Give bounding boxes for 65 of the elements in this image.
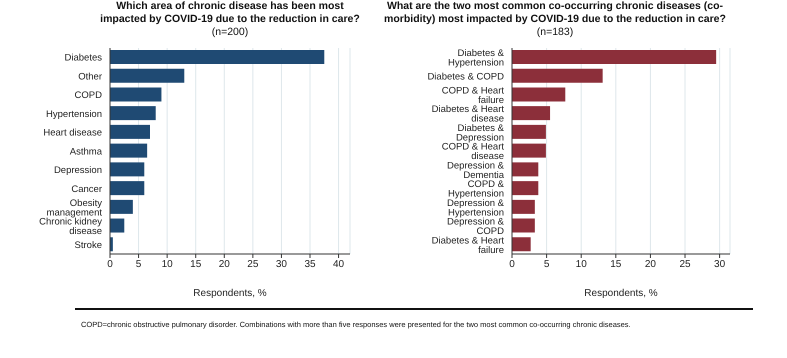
x-tick-label: 25 [679, 259, 692, 270]
y-tick-label: Hypertension [46, 108, 102, 120]
x-tick-label: 5 [544, 259, 550, 270]
y-tick-label: Cancer [71, 184, 102, 195]
y-tick-label: Depression & Dementia [446, 160, 505, 181]
bar [512, 87, 566, 102]
x-tick-label: 10 [162, 259, 174, 270]
chart-title: Which area of chronic disease has been most impacted by COVID-19 due to the reduction in care? [100, 0, 360, 25]
x-tick-label: 25 [247, 259, 259, 270]
bar [512, 106, 550, 120]
bar [512, 68, 603, 83]
bar [512, 181, 538, 196]
chart-subtitle: (n=183) [536, 26, 574, 38]
x-axis-title: Respondents, % [584, 288, 658, 299]
x-tick-label: 10 [576, 259, 588, 270]
x-tick-label: 20 [644, 259, 656, 270]
bar [512, 144, 546, 158]
y-tick-label: Stroke [74, 240, 102, 252]
y-tick-label: Diabetes & Heart disease [432, 104, 504, 125]
bar [512, 124, 546, 139]
bar [110, 68, 184, 83]
y-tick-label: COPD & Hypertension [448, 179, 505, 200]
bar [110, 200, 133, 214]
x-tick-label: 15 [190, 259, 202, 270]
x-axis-title: Respondents, % [193, 288, 267, 299]
y-tick-label: Heart disease [43, 128, 102, 139]
y-tick-label: COPD [74, 90, 102, 102]
bar [110, 87, 162, 102]
bar [512, 200, 535, 214]
y-tick-label: Diabetes & Hypertension [448, 48, 505, 68]
x-tick-label: 5 [136, 259, 142, 270]
x-tick-label: 0 [107, 259, 114, 270]
y-tick-label: Diabetes & COPD [427, 71, 504, 82]
bar [512, 237, 531, 252]
bar [110, 106, 156, 120]
x-tick-label: 35 [304, 259, 316, 270]
bar [110, 218, 124, 233]
y-tick-label: Depression & Hypertension [446, 198, 505, 218]
y-tick-label: COPD & Heart failure [442, 85, 504, 106]
bar [110, 162, 144, 176]
y-tick-label: Depression & COPD [446, 216, 505, 238]
y-tick-label: Asthma [70, 146, 103, 158]
y-tick-label: Diabetes & Depression [456, 122, 505, 144]
y-tick-label: Other [78, 71, 102, 82]
bar [110, 124, 150, 139]
bar [512, 50, 716, 64]
x-tick-label: 30 [714, 259, 726, 270]
x-tick-label: 40 [333, 259, 345, 270]
chart-subtitle: (n=200) [212, 26, 248, 38]
y-tick-label: Obesity management [46, 198, 102, 218]
x-tick-label: 20 [218, 259, 230, 270]
bar [110, 144, 148, 158]
y-tick-label: Chronic kidney disease [39, 216, 102, 238]
chart-title: What are the two most common co-occurring chronic diseases (co-morbidity) most impacted by COVID-19 due to the reduction in care? [384, 0, 726, 25]
bar [512, 218, 535, 233]
x-tick-label: 30 [276, 259, 288, 270]
x-tick-label: 0 [509, 259, 516, 270]
x-tick-label: 15 [610, 259, 622, 270]
bar [512, 162, 538, 176]
y-tick-label: Diabetes & Heart failure [432, 235, 504, 256]
y-tick-label: Depression [54, 165, 102, 176]
bar [110, 181, 144, 196]
bar [110, 50, 324, 64]
y-tick-label: Diabetes [64, 52, 102, 64]
y-tick-label: COPD & Heart disease [442, 142, 504, 162]
